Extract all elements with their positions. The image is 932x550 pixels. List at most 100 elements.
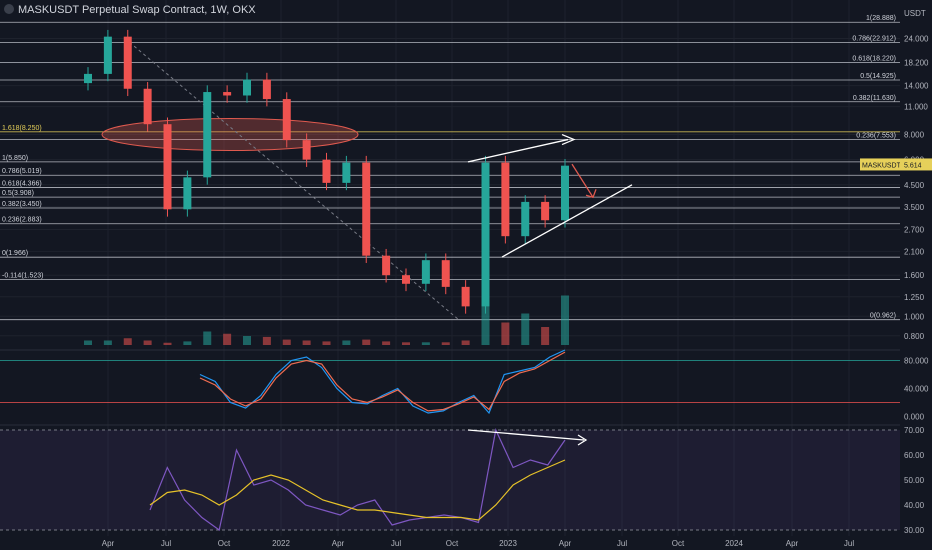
rsi-divergence-line (467, 429, 585, 441)
fib-label-lower: 1.618(8.250) (2, 125, 42, 132)
price-axis-label: 18.200 (904, 59, 929, 68)
volume-bar (382, 341, 391, 345)
volume-bar (243, 336, 251, 345)
candle-body (302, 140, 311, 160)
volume-bar (103, 340, 112, 345)
fib-label-lower: 0(1.966) (2, 250, 28, 257)
stoch-line (199, 351, 566, 412)
rsi-line (149, 459, 566, 521)
fib-label-upper: 0.236(7.553) (856, 133, 896, 140)
price-axis-label: 3.500 (904, 203, 925, 212)
fib-label-upper: 0.786(22.912) (852, 36, 896, 43)
down-arrow-head (585, 189, 597, 199)
fib-label-lower: 0.618(4.366) (2, 180, 42, 187)
fib-label-lower: 1(5.850) (2, 155, 28, 162)
candle-body (481, 162, 490, 307)
volume-bar (322, 341, 331, 345)
price-axis-label: 14.000 (904, 82, 929, 91)
price-axis-label: 8.000 (904, 130, 925, 139)
price-tag-label: MASKUSDT.P (862, 162, 907, 169)
price-axis-label: 4.500 (904, 181, 925, 190)
resistance-line (467, 138, 569, 163)
fib-label-upper: 0(0.962) (870, 313, 896, 320)
volume-bar (561, 295, 569, 345)
candle-body (342, 162, 351, 183)
volume-bar (441, 342, 450, 345)
volume-bar (402, 342, 410, 345)
volume-bar (541, 327, 550, 345)
volume-bar (84, 340, 92, 345)
volume-bar (302, 340, 311, 345)
candle-body (243, 79, 251, 96)
price-value-label: 5.614 (904, 162, 922, 169)
time-axis-label: Jul (161, 539, 171, 548)
candle-body (103, 36, 112, 74)
volume-bar (362, 339, 371, 345)
time-axis-label: Jul (844, 539, 854, 548)
time-axis-label: 2023 (499, 539, 517, 548)
candle-body (203, 92, 212, 178)
chart-title: MASKUSDT Perpetual Swap Contract, 1W, OK… (4, 4, 256, 16)
candle-body (183, 177, 192, 210)
time-axis-label: Oct (446, 539, 459, 548)
rsi-arrow-head (577, 434, 588, 446)
stoch-axis-label: 40.000 (904, 385, 929, 394)
rsi-band (0, 430, 900, 530)
time-axis-label: 2024 (725, 539, 743, 548)
symbol-logo-icon (4, 4, 14, 14)
fib-label-upper: 0.382(11.630) (853, 95, 896, 102)
price-tag-box (860, 158, 900, 171)
price-axis-unit: USDT (904, 9, 926, 18)
down-arrow-line (571, 163, 594, 198)
volume-bar (521, 313, 530, 345)
title-text: MASKUSDT Perpetual Swap Contract, 1W, OK… (18, 4, 256, 16)
rsi-axis-label: 30.00 (904, 526, 925, 535)
price-axis-label: 2.700 (904, 225, 925, 234)
volume-bar (421, 342, 430, 345)
candle-body (501, 162, 510, 237)
price-axis-label: 0.800 (904, 332, 925, 341)
fib-label-lower: 0.236(2.883) (2, 217, 42, 224)
time-axis-label: Apr (102, 539, 115, 548)
volume-bar (342, 340, 351, 345)
time-axis-label: Apr (559, 539, 572, 548)
price-axis-label: 1.250 (904, 293, 925, 302)
volume-bar (282, 339, 291, 345)
fib-label-lower: 0.786(5.019) (2, 168, 42, 175)
candle-body (163, 124, 172, 210)
arrow-head (561, 133, 576, 146)
price-axis-label: 2.100 (904, 247, 925, 256)
volume-bar (481, 300, 490, 345)
candle-body (441, 260, 450, 287)
volume-bar (183, 341, 192, 345)
candle-body (143, 88, 152, 125)
dashed-trendline (124, 38, 461, 322)
price-axis-label: 1.600 (904, 271, 925, 280)
price-value-box (900, 158, 932, 171)
stoch-line (199, 349, 566, 415)
candle-body (382, 255, 391, 276)
time-axis-label: Oct (672, 539, 685, 548)
price-axis-label: 11.000 (904, 103, 928, 112)
highlight-ellipse (101, 117, 359, 151)
fib-label-lower: -0.114(1.523) (2, 273, 44, 280)
price-axis-label: 24.000 (904, 34, 929, 43)
candle-body (282, 99, 291, 141)
candle-body (262, 79, 271, 100)
volume-bar (223, 333, 232, 345)
rsi-axis-label: 60.00 (904, 451, 925, 460)
volume-bar (262, 336, 271, 345)
rsi-line (149, 428, 566, 532)
volume-bar (123, 338, 132, 345)
candle-body (362, 162, 371, 256)
fib-label-upper: 1(28.888) (866, 15, 896, 22)
candle-body (421, 260, 430, 284)
time-axis-label: 2022 (272, 539, 290, 548)
stoch-axis-label: 0.000 (904, 413, 925, 422)
rsi-axis-label: 50.00 (904, 476, 925, 485)
fib-label-upper: 0.5(14.925) (860, 73, 896, 80)
candle-body (541, 201, 550, 221)
volume-bar (163, 342, 172, 345)
time-axis-label: Jul (391, 539, 401, 548)
